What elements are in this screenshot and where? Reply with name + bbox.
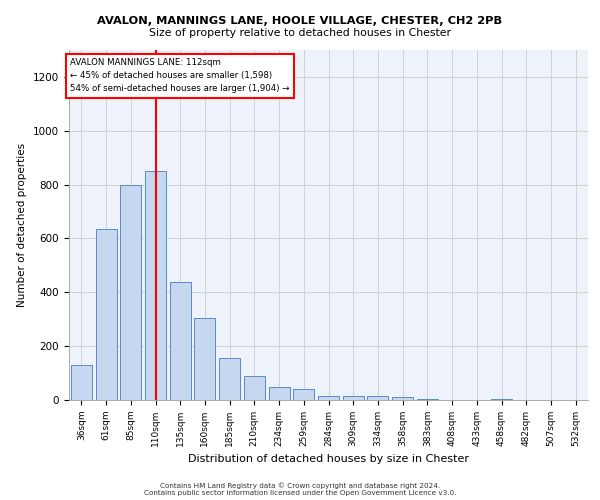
Bar <box>170 282 191 400</box>
Text: AVALON, MANNINGS LANE, HOOLE VILLAGE, CHESTER, CH2 2PB: AVALON, MANNINGS LANE, HOOLE VILLAGE, CH… <box>97 16 503 26</box>
Text: AVALON MANNINGS LANE: 112sqm
← 45% of detached houses are smaller (1,598)
54% of: AVALON MANNINGS LANE: 112sqm ← 45% of de… <box>70 58 290 94</box>
Bar <box>145 171 166 400</box>
Bar <box>367 396 388 400</box>
Y-axis label: Number of detached properties: Number of detached properties <box>17 143 28 307</box>
Bar <box>392 398 413 400</box>
Text: Contains HM Land Registry data © Crown copyright and database right 2024.
Contai: Contains HM Land Registry data © Crown c… <box>144 482 456 496</box>
Bar <box>491 398 512 400</box>
Bar <box>417 398 438 400</box>
Text: Size of property relative to detached houses in Chester: Size of property relative to detached ho… <box>149 28 451 38</box>
Bar <box>318 396 339 400</box>
Bar <box>71 365 92 400</box>
Bar <box>343 396 364 400</box>
Bar <box>244 376 265 400</box>
Bar <box>293 389 314 400</box>
Bar <box>219 358 240 400</box>
Bar <box>194 318 215 400</box>
X-axis label: Distribution of detached houses by size in Chester: Distribution of detached houses by size … <box>188 454 469 464</box>
Bar <box>95 229 116 400</box>
Bar <box>269 386 290 400</box>
Bar <box>120 184 141 400</box>
